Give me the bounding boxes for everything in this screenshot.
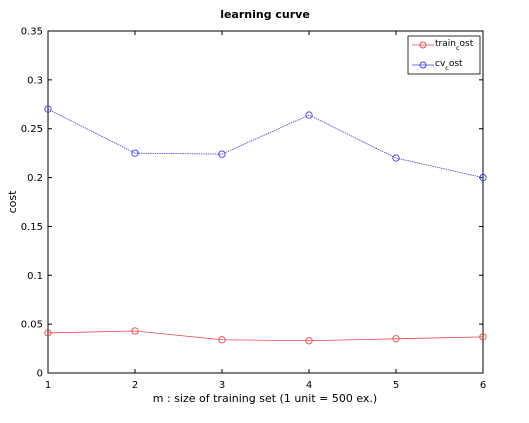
legend-marker [419, 41, 427, 49]
series-train [44, 327, 487, 345]
y-axis-title: cost [6, 190, 19, 214]
data-point-train [479, 333, 487, 341]
x-tick-label: 3 [219, 380, 225, 391]
y-tick-label: 0.2 [27, 173, 43, 184]
data-point-cv [44, 105, 52, 113]
legend-label: cvcost [435, 59, 463, 72]
legend-label: traincost [435, 39, 474, 52]
legend-marker [419, 61, 427, 69]
data-point-cv [392, 154, 400, 162]
y-tick-label: 0.05 [21, 320, 43, 331]
data-point-cv [218, 150, 226, 158]
x-tick-label: 5 [393, 380, 399, 391]
x-tick-label: 2 [132, 380, 138, 391]
y-tick-label: 0.3 [27, 75, 43, 86]
series-cv [44, 105, 487, 182]
series-layer [44, 105, 487, 345]
y-tick-label: 0.35 [21, 27, 43, 38]
data-point-train [131, 327, 139, 335]
y-tick-label: 0.15 [21, 222, 43, 233]
data-point-cv [131, 149, 139, 157]
series-line-cv [47, 108, 484, 178]
y-tick-label: 0 [37, 369, 43, 380]
legend: traincost cvcost [407, 35, 481, 75]
data-point-train [44, 329, 52, 337]
plot-area-frame [47, 30, 484, 374]
data-point-train [392, 335, 400, 343]
legend-entry-cv: cvcost [412, 59, 463, 72]
x-tick-label: 6 [480, 380, 486, 391]
x-tick-label: 1 [45, 380, 51, 391]
y-tick-label: 0.25 [21, 124, 43, 135]
data-point-cv [479, 173, 487, 182]
series-line-train [47, 330, 484, 342]
data-point-train [218, 336, 226, 344]
x-axis-title: m : size of training set (1 unit = 500 e… [153, 392, 377, 405]
x-tick-label: 4 [306, 380, 312, 391]
legend-entry-train: traincost [412, 39, 474, 52]
data-point-cv [305, 111, 313, 119]
data-point-train [305, 337, 313, 345]
chart-title: learning curve [220, 8, 310, 21]
legend-box [407, 35, 481, 75]
axis-ticks: 1 2 3 4 5 6 0 0.05 0.1 0.15 0.2 0.25 0.3 0.35 [21, 27, 486, 392]
y-tick-label: 0.1 [27, 271, 43, 282]
